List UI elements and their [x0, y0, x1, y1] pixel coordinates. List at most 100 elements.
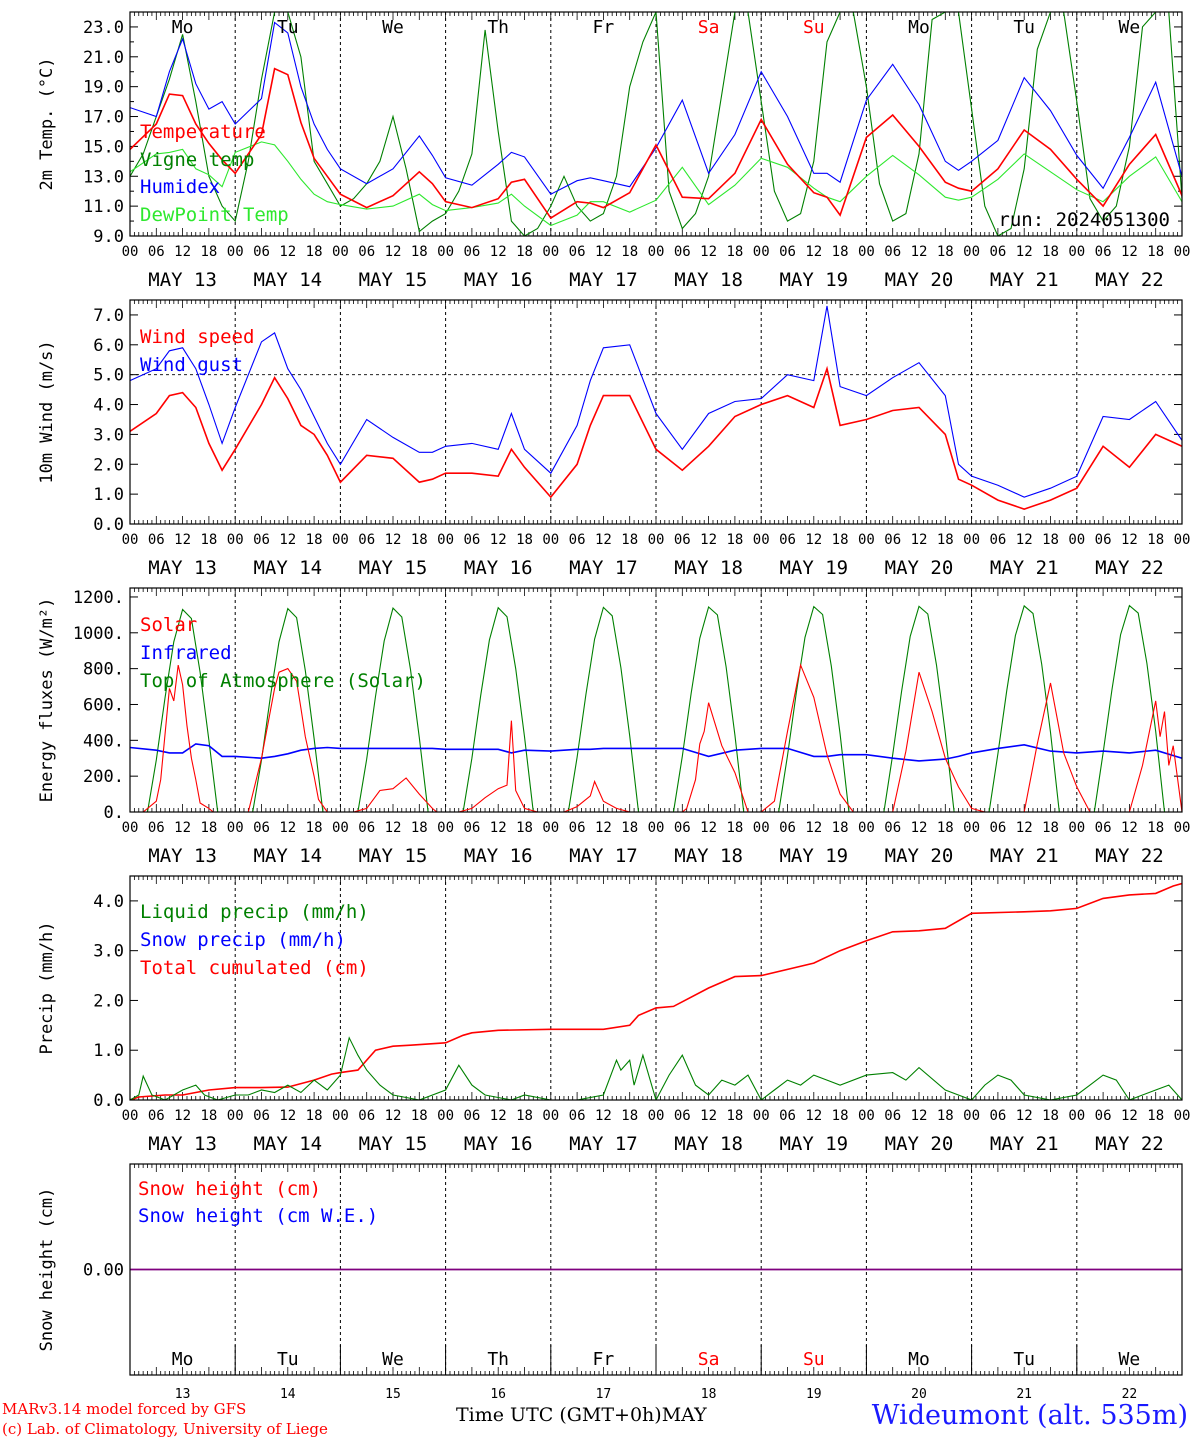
- hour-tick-label: 12: [490, 244, 507, 260]
- day-number-label: 20: [911, 1387, 927, 1402]
- hour-tick-label: 00: [332, 532, 349, 548]
- y-axis-title: Snow height (cm): [37, 1188, 57, 1352]
- hour-tick-label: 00: [332, 1108, 349, 1124]
- hour-tick-label: 00: [122, 1108, 139, 1124]
- hour-tick-label: 18: [1147, 244, 1164, 260]
- hour-tick-label: 06: [989, 820, 1006, 836]
- y-tick-label: 800.: [83, 660, 124, 680]
- hour-tick-label: 00: [963, 244, 980, 260]
- hour-tick-label: 00: [437, 820, 454, 836]
- legend-entry: Wind speed: [140, 326, 254, 348]
- hour-tick-label: 06: [989, 532, 1006, 548]
- y-axis-title: Precip (mm/h): [37, 921, 57, 1054]
- hour-tick-label: 18: [832, 244, 849, 260]
- date-label: MAY 15: [359, 1133, 428, 1155]
- hour-tick-label: 00: [858, 820, 875, 836]
- day-name-label: Tu: [1013, 1349, 1035, 1370]
- hour-tick-label: 12: [1121, 244, 1138, 260]
- y-axis-title: Energy fluxes (W/m²): [37, 598, 57, 803]
- series-line: [130, 67, 1182, 220]
- hour-tick-label: 18: [726, 244, 743, 260]
- y-tick-label: 2.0: [93, 455, 124, 475]
- hour-tick-label: 18: [516, 1108, 533, 1124]
- y-tick-label: 15.0: [83, 137, 124, 157]
- y-tick-label: 0.00: [83, 1261, 124, 1281]
- date-label: MAY 13: [148, 269, 217, 291]
- date-label: MAY 22: [1095, 557, 1164, 579]
- hour-tick-label: 12: [490, 820, 507, 836]
- y-tick-label: 11.0: [83, 197, 124, 217]
- date-label: MAY 21: [990, 1133, 1059, 1155]
- hour-tick-label: 18: [200, 244, 217, 260]
- date-label: MAY 17: [569, 1133, 638, 1155]
- series-line: [130, 743, 1182, 762]
- hour-tick-label: 06: [884, 532, 901, 548]
- series-line: [130, 604, 1182, 812]
- day-name-label: We: [382, 1349, 404, 1370]
- hour-tick-label: 00: [332, 820, 349, 836]
- hour-tick-label: 06: [148, 532, 165, 548]
- hour-tick-label: 18: [306, 1108, 323, 1124]
- y-tick-label: 1.0: [93, 485, 124, 505]
- date-label: MAY 17: [569, 557, 638, 579]
- hour-tick-label: 18: [1042, 1108, 1059, 1124]
- date-label: MAY 14: [253, 269, 322, 291]
- y-tick-label: 23.0: [83, 18, 124, 38]
- plot-frame: [129, 875, 1183, 1101]
- series-line: [130, 1036, 1182, 1100]
- panel-3: 1200. 1000. 800. 600. 400. 200. 0. Energy fluxe…: [37, 587, 1190, 867]
- hour-tick-label: 06: [779, 820, 796, 836]
- hour-tick-label: 00: [542, 1108, 559, 1124]
- hour-tick-label: 12: [595, 532, 612, 548]
- legend-entry: DewPoint Temp: [140, 204, 289, 226]
- hour-tick-label: 18: [621, 1108, 638, 1124]
- hour-tick-label: 18: [832, 1108, 849, 1124]
- day-name-label: We: [1119, 1349, 1141, 1370]
- y-tick-label: 2.0: [93, 991, 124, 1011]
- hour-tick-label: 00: [1174, 244, 1191, 260]
- y-tick-label: 200.: [83, 767, 124, 787]
- hour-tick-label: 18: [306, 244, 323, 260]
- hour-tick-label: 18: [1147, 532, 1164, 548]
- date-label: MAY 19: [779, 557, 848, 579]
- hour-tick-label: 06: [253, 244, 270, 260]
- y-tick-label: 4.0: [93, 892, 124, 912]
- y-tick-label: 1.0: [93, 1041, 124, 1061]
- hour-tick-label: 00: [542, 244, 559, 260]
- date-label: MAY 16: [464, 1133, 533, 1155]
- day-name-label: Tu: [277, 17, 299, 38]
- day-number-label: 17: [596, 1387, 612, 1402]
- date-label: MAY 20: [885, 269, 954, 291]
- y-tick-label: 4.0: [93, 396, 124, 416]
- hour-tick-label: 18: [937, 532, 954, 548]
- panel-1: 23.0 21.0 19.0 17.0 15.0 13.0 11.0 9.0 2m Temp. …: [37, 11, 1191, 291]
- day-number-label: 19: [806, 1387, 822, 1402]
- hour-tick-label: 12: [385, 820, 402, 836]
- hour-tick-label: 12: [385, 532, 402, 548]
- hour-tick-label: 18: [832, 532, 849, 548]
- y-tick-label: 3.0: [93, 425, 124, 445]
- hour-tick-label: 18: [411, 244, 428, 260]
- hour-tick-label: 12: [700, 244, 717, 260]
- hour-tick-label: 18: [937, 1108, 954, 1124]
- hour-tick-label: 18: [726, 532, 743, 548]
- hour-tick-label: 06: [989, 244, 1006, 260]
- day-name-label: Mo: [172, 1349, 194, 1370]
- hour-tick-label: 18: [516, 244, 533, 260]
- hour-tick-label: 06: [148, 820, 165, 836]
- hour-tick-label: 12: [805, 244, 822, 260]
- hour-tick-label: 00: [227, 1108, 244, 1124]
- y-tick-label: 5.0: [93, 366, 124, 386]
- hour-tick-label: 18: [411, 532, 428, 548]
- day-number-label: 14: [280, 1387, 296, 1402]
- hour-tick-label: 00: [1068, 532, 1085, 548]
- hour-tick-label: 18: [411, 820, 428, 836]
- series-line: [130, 21, 1182, 195]
- hour-tick-label: 06: [148, 244, 165, 260]
- date-label: MAY 20: [885, 557, 954, 579]
- hour-tick-label: 12: [385, 1108, 402, 1124]
- hour-tick-label: 06: [358, 1108, 375, 1124]
- y-tick-label: 19.0: [83, 78, 124, 98]
- hour-tick-label: 00: [1068, 820, 1085, 836]
- hour-tick-label: 00: [753, 820, 770, 836]
